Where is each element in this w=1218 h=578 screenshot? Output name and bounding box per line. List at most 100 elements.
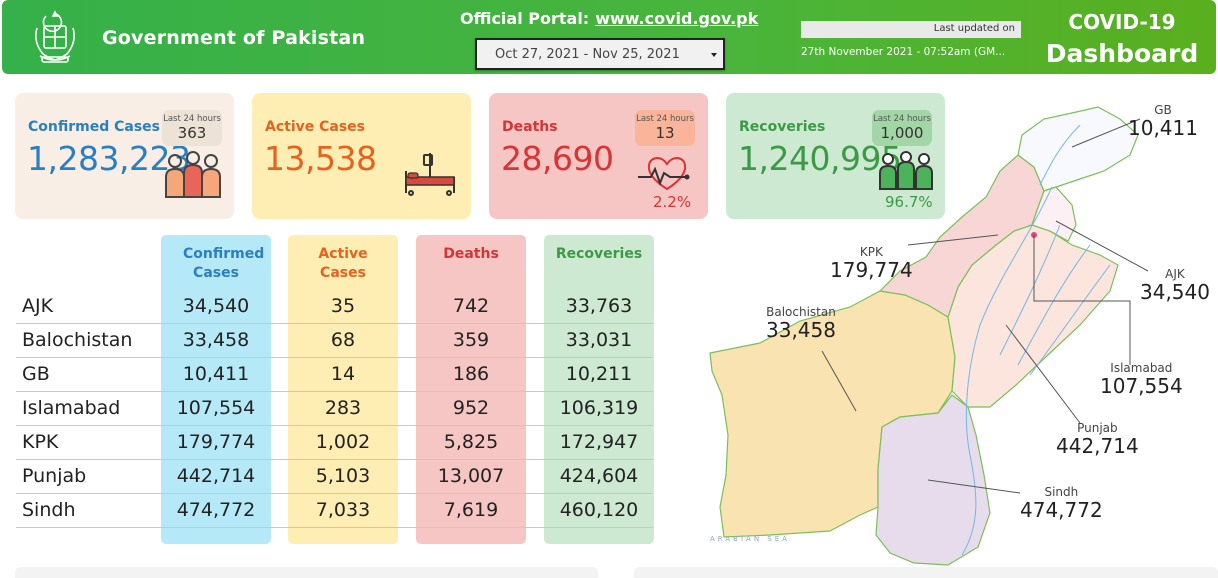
map-region-name: Balochistan: [766, 305, 836, 319]
last-updated-label: Last updated on: [801, 21, 1021, 38]
header-recoveries[interactable]: Recoveries: [555, 246, 643, 262]
chevron-down-icon: [711, 53, 717, 57]
table-row: KPK 179,774 1,002 5,825 172,947: [16, 426, 653, 460]
active-value: 14: [330, 363, 356, 385]
active-value: 35: [330, 295, 356, 317]
dashboard-title: COVID-19 Dashboard: [1032, 7, 1212, 69]
deaths-card: Deaths 28,690 Last 24 hours 13 2.2%: [489, 93, 708, 219]
table-row: Balochistan 33,458 68 359 33,031: [16, 324, 653, 358]
region-name: Sindh: [22, 499, 76, 521]
government-title: Government of Pakistan: [102, 27, 366, 49]
deaths-column-bg: [416, 235, 526, 544]
map-region-name: Sindh: [1044, 485, 1079, 499]
recoveries-value: 106,319: [559, 397, 639, 419]
map-label-punjab: Punjab 442,714: [1056, 419, 1139, 458]
header-deaths[interactable]: Deaths: [443, 246, 499, 262]
map-label-gb: GB 10,411: [1128, 101, 1198, 138]
badge-label: Last 24 hours: [636, 114, 694, 124]
recoveries-value: 460,120: [559, 499, 639, 521]
active-cases-label: Active Cases: [265, 119, 366, 135]
portal-label: Official Portal:: [460, 9, 590, 28]
badge-value: 13: [655, 124, 675, 142]
deaths-value: 28,690: [501, 139, 614, 178]
confirmed-value: 34,540: [182, 295, 250, 317]
confirmed-value: 474,772: [176, 499, 256, 521]
table-row: Sindh 474,772 7,033 7,619 460,120: [16, 494, 653, 528]
map-label-islamabad: Islamabad 107,554: [1100, 359, 1183, 398]
map-region-sindh: [875, 394, 991, 566]
region-name: Islamabad: [22, 397, 121, 419]
region-name: Balochistan: [22, 329, 133, 351]
map-graphic: ARABIAN SEA: [709, 106, 1149, 566]
map-region-name: Punjab: [1077, 421, 1118, 435]
map-region-name: Islamabad: [1110, 361, 1173, 375]
dashboard-title-line2: Dashboard: [1045, 39, 1199, 68]
state-emblem-icon: [35, 10, 75, 63]
region-name: Punjab: [22, 465, 87, 487]
active-value: 7,033: [315, 499, 371, 521]
recoveries-value: 172,947: [559, 431, 639, 453]
active-value: 1,002: [315, 431, 371, 453]
active-cases-value: 13,538: [264, 139, 377, 178]
header-confirmed-cases[interactable]: Confirmed Cases: [183, 246, 265, 281]
deaths-value: 13,007: [437, 465, 505, 487]
map-region-value: 179,774: [830, 258, 913, 282]
map-label-kpk: KPK 179,774: [830, 243, 913, 282]
deaths-percentage: 2.2%: [653, 193, 692, 211]
table-row: Punjab 442,714 5,103 13,007 424,604: [16, 460, 653, 494]
active-cases-card: Active Cases 13,538: [252, 93, 471, 219]
portal-link[interactable]: www.covid.gov.pk: [595, 9, 759, 28]
active-value: 5,103: [315, 465, 371, 487]
active-value: 283: [324, 397, 362, 419]
date-range-select[interactable]: Oct 27, 2021 - Nov 25, 2021: [475, 38, 725, 70]
badge-value: 1,000: [880, 124, 924, 142]
last-updated-value: 27th November 2021 - 07:52am (GM...: [801, 46, 1006, 58]
confirmed-cases-value: 1,283,223: [27, 139, 191, 178]
badge-label: Last 24 hours: [163, 114, 221, 124]
region-name: AJK: [22, 295, 54, 317]
recoveries-value: 33,031: [565, 329, 633, 351]
map-region-name: AJK: [1165, 267, 1185, 281]
recovered-people-icon: [879, 151, 933, 190]
map-region-name: GB: [1154, 103, 1172, 117]
table-row: Islamabad 107,554 283 952 106,319: [16, 392, 653, 426]
map-label-ajk: AJK 34,540: [1140, 265, 1210, 304]
dashboard-title-line1: COVID-19: [1068, 10, 1176, 34]
deaths-value: 359: [452, 329, 490, 351]
deaths-label: Deaths: [502, 119, 558, 135]
confirmed-value: 10,411: [182, 363, 250, 385]
recoveries-label: Recoveries: [739, 119, 826, 135]
recoveries-percentage: 96.7%: [885, 193, 933, 211]
recoveries-column-bg: [544, 235, 654, 544]
sea-label: ARABIAN SEA: [710, 535, 790, 543]
header-bar: Government of Pakistan Official Portal: w…: [2, 0, 1216, 74]
map-region-name: KPK: [859, 245, 883, 259]
map-region-value: 474,772: [1020, 498, 1103, 522]
map-region-value: 107,554: [1100, 374, 1183, 398]
map-label-sindh: Sindh 474,772: [1020, 483, 1103, 522]
bottom-panel-right: [634, 567, 1218, 578]
active-value: 68: [330, 329, 356, 351]
header-active-cases[interactable]: Active Cases: [318, 246, 368, 281]
map-label-balochistan: Balochistan 33,458: [766, 303, 836, 342]
confirmed-value: 33,458: [182, 329, 250, 351]
recoveries-last24-badge: Last 24 hours 1,000: [872, 110, 932, 146]
recoveries-card: Recoveries 1,240,995 Last 24 hours 1,000…: [726, 93, 945, 219]
confirmed-cases-label: Confirmed Cases: [28, 119, 161, 135]
badge-label: Last 24 hours: [873, 114, 931, 124]
map-region-value: 442,714: [1056, 434, 1139, 458]
map-region-value: 34,540: [1140, 280, 1210, 304]
bottom-panel-left: [15, 567, 598, 578]
people-group-icon: [165, 151, 221, 198]
confirmed-cases-card: Confirmed Cases 1,283,223 Last 24 hours …: [15, 93, 234, 219]
confirmed-value: 107,554: [176, 397, 256, 419]
confirmed-value: 179,774: [176, 431, 256, 453]
map-region-value: 33,458: [766, 318, 836, 342]
official-portal: Official Portal: www.covid.gov.pk: [460, 9, 758, 28]
deaths-value: 7,619: [443, 499, 499, 521]
deaths-value: 186: [452, 363, 490, 385]
table-row: AJK 34,540 35 742 33,763: [16, 290, 653, 324]
recoveries-value: 33,763: [565, 295, 633, 317]
deaths-last24-badge: Last 24 hours 13: [635, 110, 695, 146]
